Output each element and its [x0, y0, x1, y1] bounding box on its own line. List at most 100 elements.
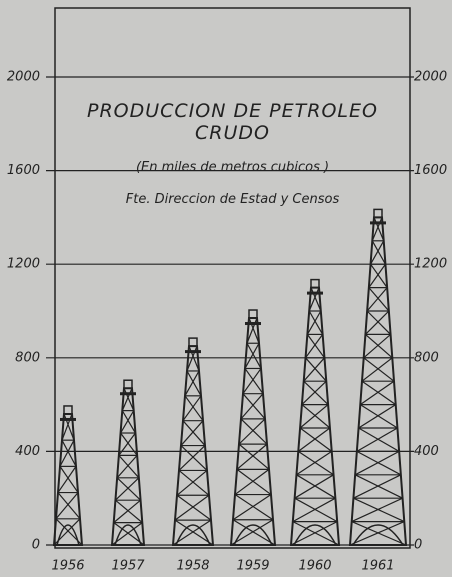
bracing [358, 427, 400, 452]
crown [373, 208, 383, 219]
derrick [289, 278, 341, 546]
bracing [363, 333, 391, 359]
bracing [116, 455, 138, 479]
derrick [171, 337, 215, 546]
bracing [232, 494, 272, 521]
platform [307, 291, 323, 295]
bracing [180, 445, 208, 471]
bracing [361, 357, 393, 382]
bracing [303, 380, 329, 406]
base-arch [352, 524, 404, 546]
base-arch [114, 524, 142, 546]
crown [310, 278, 320, 289]
bracing [292, 497, 336, 523]
derrick [110, 379, 146, 546]
derrick [229, 309, 277, 546]
bracing [184, 395, 204, 422]
bracing [294, 497, 338, 523]
bracing [232, 519, 276, 546]
bracing [366, 287, 388, 312]
bracing [174, 494, 210, 521]
bracing [116, 477, 141, 501]
bracing [294, 474, 334, 499]
bracing [242, 368, 262, 395]
bracing [296, 450, 333, 476]
bracing [240, 393, 264, 420]
bracing [57, 466, 77, 493]
bracing [123, 387, 135, 411]
bracing [365, 310, 390, 335]
bracing [299, 404, 329, 429]
bracing [308, 310, 324, 335]
bracing [356, 450, 402, 476]
bracing [301, 380, 327, 406]
bracing [299, 427, 333, 452]
y-tick-label-right: 400 [414, 444, 439, 459]
bracing [242, 393, 266, 420]
bracing [234, 494, 274, 521]
bracing [176, 494, 212, 521]
bracing [55, 492, 79, 520]
base-arch [175, 524, 211, 546]
bracing [234, 468, 270, 496]
bracing [306, 310, 322, 335]
bracing [301, 404, 331, 429]
chart-source: Fte. Direccion de Estad y Censos [125, 192, 340, 207]
bracing [306, 334, 325, 359]
bracing [366, 310, 391, 335]
crown [188, 337, 198, 347]
bracing [353, 474, 402, 499]
bracing [182, 420, 206, 446]
bracing [238, 418, 266, 445]
chart-title: PRODUCCION DE PETROLEO CRUDO [87, 100, 378, 144]
bracing [296, 474, 336, 499]
bracing [349, 521, 405, 546]
bracing [354, 474, 403, 499]
bracing [368, 263, 386, 288]
bracing [356, 427, 398, 452]
y-tick-label-right: 1600 [414, 163, 447, 178]
x-tick-label: 1957 [111, 559, 145, 574]
bracing [290, 521, 338, 546]
y-tick-label-right: 2000 [414, 70, 447, 85]
bracing [59, 466, 79, 493]
bracing [303, 357, 325, 382]
bracing [297, 450, 334, 476]
bracing [305, 334, 324, 359]
bracing [180, 420, 204, 446]
x-tick-label: 1958 [176, 559, 209, 574]
x-tick-label: 1959 [236, 559, 269, 574]
chart-subtitle: (En miles de metros cubicos ) [135, 160, 330, 175]
bracing [178, 469, 210, 496]
platform [185, 350, 201, 354]
base-arch [293, 524, 337, 546]
bracing [230, 519, 274, 546]
y-tick-label: 800 [15, 350, 40, 365]
y-tick-label: 1600 [7, 163, 40, 178]
bracing [365, 333, 393, 359]
plot-frame [54, 7, 411, 549]
bracing [178, 445, 206, 471]
y-tick-label-right: 0 [414, 538, 422, 553]
bracing [310, 287, 322, 312]
y-tick-label: 0 [32, 538, 40, 553]
crown [63, 405, 73, 415]
derrick-outline [229, 317, 277, 546]
bracing [182, 395, 202, 422]
bracing [353, 497, 405, 523]
base-arch [233, 524, 273, 546]
bracing [358, 404, 397, 429]
bracing [120, 410, 135, 434]
bracing [118, 432, 136, 456]
bracing [363, 357, 395, 382]
bracing [176, 469, 208, 496]
bracing [120, 432, 138, 456]
crown [248, 309, 258, 319]
bracing [115, 499, 143, 524]
platform [60, 417, 76, 421]
bracing [236, 443, 268, 470]
bracing [361, 380, 397, 406]
bracing [371, 217, 383, 242]
bracing [61, 439, 77, 467]
